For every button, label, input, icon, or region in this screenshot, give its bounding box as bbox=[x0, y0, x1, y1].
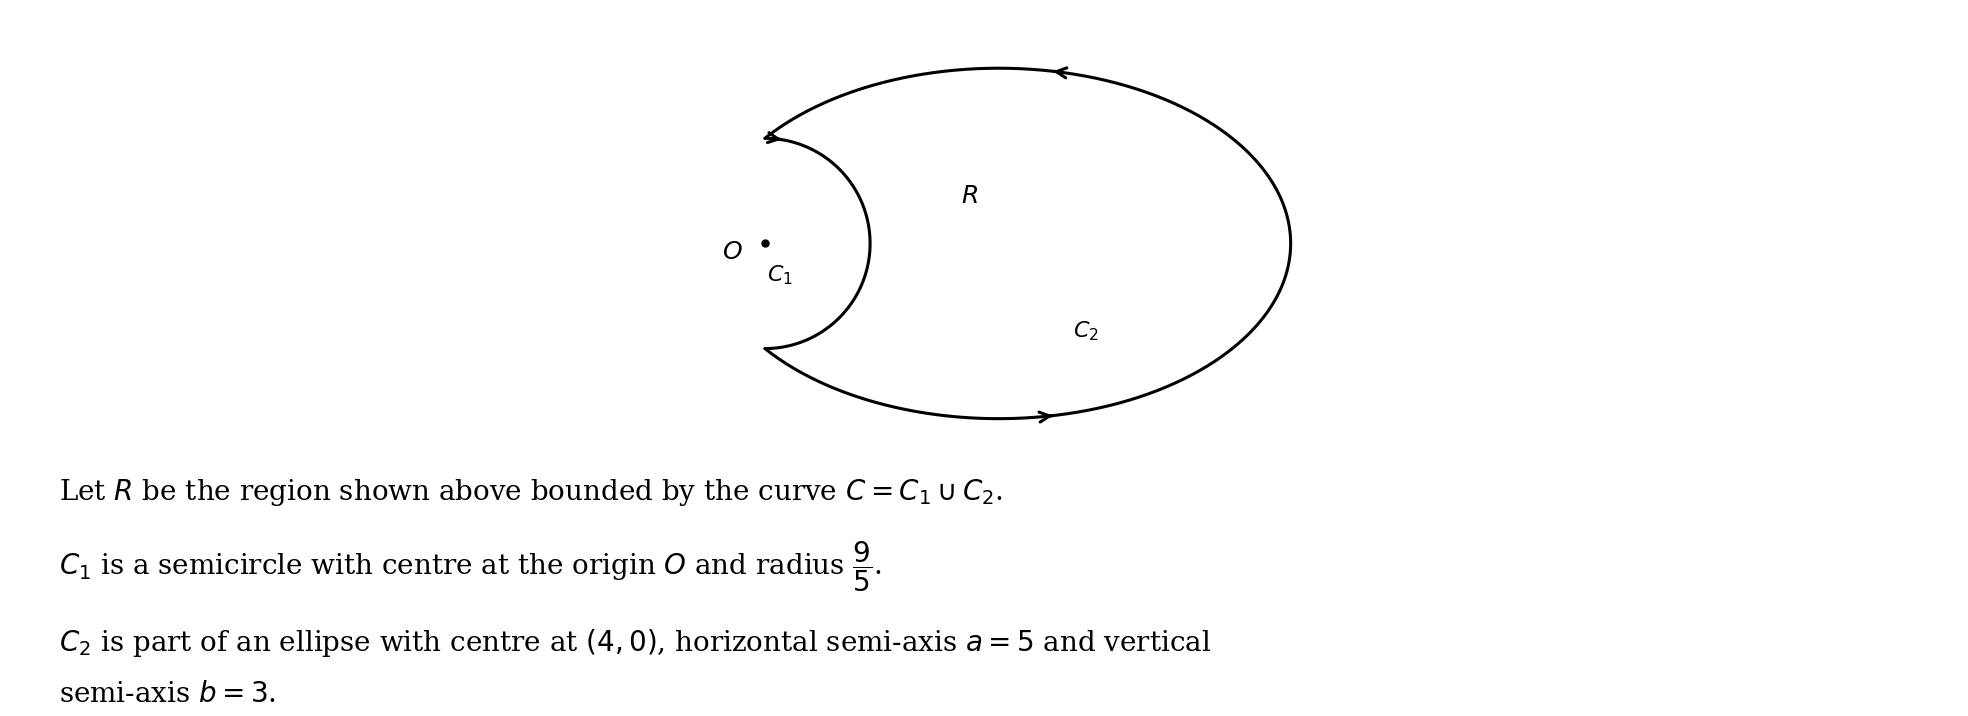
Text: $C_1$: $C_1$ bbox=[768, 263, 793, 287]
Text: $R$: $R$ bbox=[960, 185, 978, 208]
Text: semi-axis $b = 3$.: semi-axis $b = 3$. bbox=[59, 681, 276, 707]
Text: Let $R$ be the region shown above bounded by the curve $C = C_1 \cup C_2$.: Let $R$ be the region shown above bounde… bbox=[59, 478, 1004, 508]
Text: $C_2$: $C_2$ bbox=[1073, 319, 1098, 343]
Text: $C_1$ is a semicircle with centre at the origin $O$ and radius $\dfrac{9}{5}$.: $C_1$ is a semicircle with centre at the… bbox=[59, 539, 882, 594]
Text: $C_2$ is part of an ellipse with centre at $(4,0)$, horizontal semi-axis $a = 5$: $C_2$ is part of an ellipse with centre … bbox=[59, 626, 1210, 659]
Text: $O$: $O$ bbox=[722, 241, 744, 263]
